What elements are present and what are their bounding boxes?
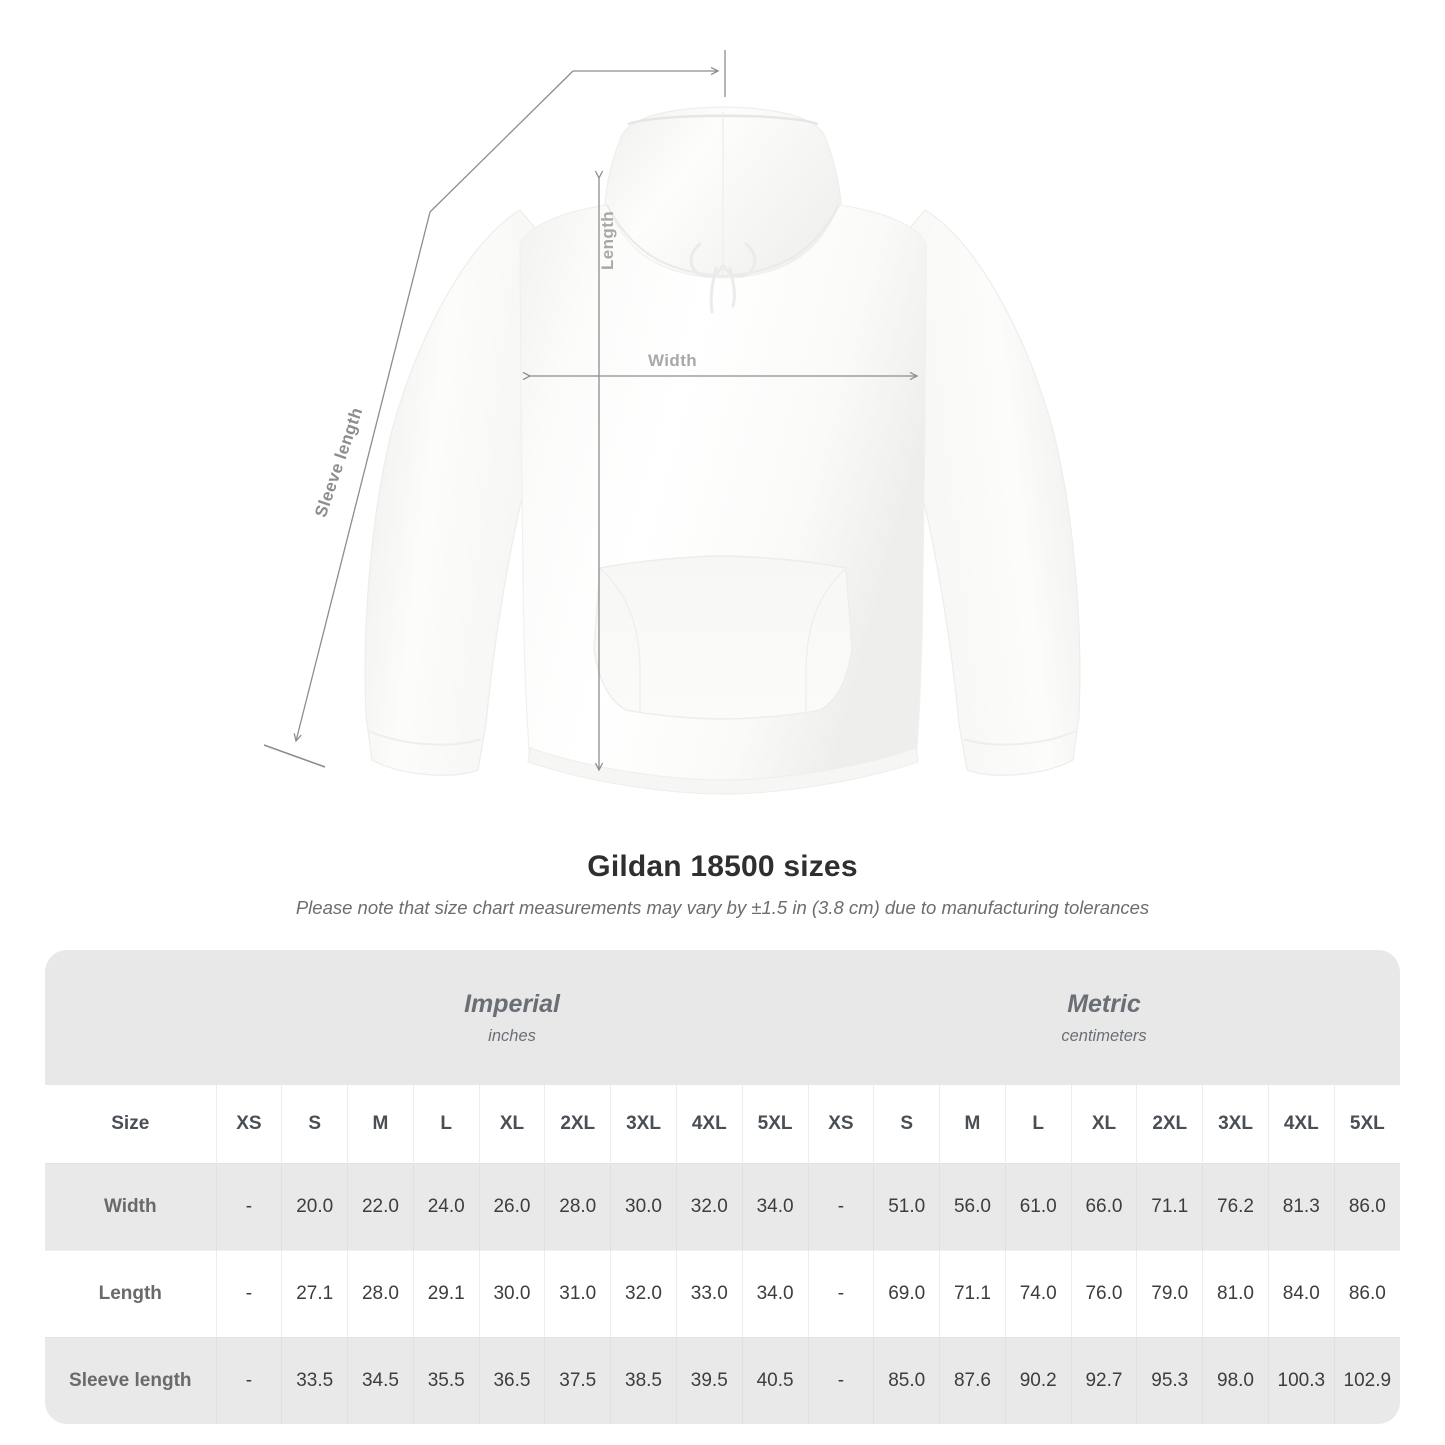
table-row: Sleeve length -33.5 34.5 35.5 36.5 37.5 38.5 39… xyxy=(45,1336,1400,1424)
size-table-container: Imperial inches Metric centimeters Size XS S M L… xyxy=(45,950,1400,1424)
cell-sleeve-length-imperial-4xl: 39.5 xyxy=(675,1336,743,1424)
cell-sleeve-length-imperial-5xl: 40.5 xyxy=(741,1336,809,1424)
size-header-metric-xl: XL xyxy=(1070,1085,1137,1163)
row-label-sleeve-length: Sleeve length xyxy=(45,1336,217,1424)
garment-illustration: Length Width Sleeve length xyxy=(263,50,1445,830)
size-header-imperial-xl: XL xyxy=(478,1085,545,1163)
sleeve-length-dimension xyxy=(263,50,726,768)
unit-group-metric: Metric centimeters xyxy=(808,950,1400,1085)
cell-length-imperial-xs: - xyxy=(215,1249,282,1337)
cell-width-imperial-s: 20.0 xyxy=(281,1162,348,1250)
unit-group-imperial: Imperial inches xyxy=(216,950,809,1085)
size-header-imperial-2xl: 2XL xyxy=(544,1085,611,1163)
size-header-metric-xs: XS xyxy=(807,1085,874,1163)
size-header-metric-s: S xyxy=(873,1085,940,1163)
size-header-metric-l: L xyxy=(1004,1085,1072,1163)
cell-width-imperial-l: 24.0 xyxy=(412,1162,480,1250)
size-header-imperial-m: M xyxy=(347,1085,414,1163)
cell-sleeve-length-metric-xs: - xyxy=(807,1336,874,1424)
cell-length-imperial-5xl: 34.0 xyxy=(741,1249,809,1337)
cell-width-metric-s: 51.0 xyxy=(873,1162,940,1250)
cell-length-imperial-2xl: 31.0 xyxy=(544,1249,611,1337)
cell-width-imperial-xs: - xyxy=(215,1162,282,1250)
cell-sleeve-length-metric-4xl: 100.3 xyxy=(1267,1336,1335,1424)
hoodie-graphic xyxy=(364,106,1081,795)
unit-group-title: Metric xyxy=(1067,990,1141,1019)
size-header-metric-4xl: 4XL xyxy=(1267,1085,1335,1163)
measurement-overlay xyxy=(263,50,1445,830)
row-label-length: Length xyxy=(45,1249,217,1337)
unit-group-subtitle: inches xyxy=(488,1026,536,1045)
size-table: Imperial inches Metric centimeters Size XS S M L… xyxy=(45,950,1400,1424)
cell-sleeve-length-imperial-xl: 36.5 xyxy=(478,1336,545,1424)
cell-sleeve-length-imperial-2xl: 37.5 xyxy=(544,1336,611,1424)
tolerance-note: Please note that size chart measurements… xyxy=(295,897,1150,918)
cell-length-imperial-xl: 30.0 xyxy=(478,1249,545,1337)
cell-width-metric-2xl: 71.1 xyxy=(1136,1162,1203,1250)
cell-width-imperial-xl: 26.0 xyxy=(478,1162,545,1250)
cell-length-imperial-s: 27.1 xyxy=(281,1249,348,1337)
cell-width-metric-3xl: 76.2 xyxy=(1202,1162,1269,1250)
cell-sleeve-length-metric-5xl: 102.9 xyxy=(1333,1336,1400,1424)
cell-width-imperial-2xl: 28.0 xyxy=(544,1162,611,1250)
row-label-width: Width xyxy=(45,1162,217,1250)
cell-sleeve-length-imperial-m: 34.5 xyxy=(347,1336,414,1424)
table-row: Width -20.0 22.0 24.0 26.0 28.0 30.0 32.0 34.0-5… xyxy=(45,1162,1400,1250)
cell-length-metric-m: 71.1 xyxy=(939,1249,1006,1337)
cell-length-metric-xl: 76.0 xyxy=(1070,1249,1137,1337)
page-title: Gildan 18500 sizes xyxy=(587,850,858,883)
cell-width-metric-m: 56.0 xyxy=(939,1162,1006,1250)
size-header-imperial-l: L xyxy=(412,1085,480,1163)
cell-sleeve-length-metric-3xl: 98.0 xyxy=(1202,1336,1269,1424)
cell-width-imperial-3xl: 30.0 xyxy=(610,1162,677,1250)
size-header-imperial-4xl: 4XL xyxy=(675,1085,743,1163)
unit-header-spacer xyxy=(45,950,217,1085)
size-header-metric-3xl: 3XL xyxy=(1202,1085,1269,1163)
cell-length-imperial-3xl: 32.0 xyxy=(610,1249,677,1337)
width-label: Width xyxy=(648,351,698,370)
cell-sleeve-length-imperial-3xl: 38.5 xyxy=(610,1336,677,1424)
cell-length-imperial-l: 29.1 xyxy=(412,1249,480,1337)
unit-group-subtitle: centimeters xyxy=(1061,1026,1147,1045)
cell-length-metric-4xl: 84.0 xyxy=(1267,1249,1335,1337)
cell-width-metric-l: 61.0 xyxy=(1004,1162,1072,1250)
cell-sleeve-length-imperial-s: 33.5 xyxy=(281,1336,348,1424)
cell-width-metric-5xl: 86.0 xyxy=(1333,1162,1400,1250)
size-header-row: Size XS S M L XL 2XL 3XL 4XL 5XL XS S M L XL 2XL 3XL 4XL 5… xyxy=(45,1085,1400,1163)
size-header-metric-2xl: 2XL xyxy=(1136,1085,1203,1163)
cell-width-metric-xs: - xyxy=(807,1162,874,1250)
cell-length-metric-xs: - xyxy=(807,1249,874,1337)
cell-length-metric-2xl: 79.0 xyxy=(1136,1249,1203,1337)
size-header-imperial-s: S xyxy=(281,1085,348,1163)
cell-width-imperial-4xl: 32.0 xyxy=(675,1162,743,1250)
cell-width-metric-xl: 66.0 xyxy=(1070,1162,1137,1250)
cell-length-metric-3xl: 81.0 xyxy=(1202,1249,1269,1337)
cell-length-imperial-m: 28.0 xyxy=(347,1249,414,1337)
cell-sleeve-length-metric-m: 87.6 xyxy=(939,1336,1006,1424)
cell-length-metric-l: 74.0 xyxy=(1004,1249,1072,1337)
unit-group-title: Imperial xyxy=(464,990,560,1019)
cell-sleeve-length-metric-l: 90.2 xyxy=(1004,1336,1072,1424)
size-header-metric-5xl: 5XL xyxy=(1333,1085,1400,1163)
cell-length-metric-s: 69.0 xyxy=(873,1249,940,1337)
table-row: Length -27.1 28.0 29.1 30.0 31.0 32.0 33.0 34.0-… xyxy=(45,1249,1400,1337)
cell-sleeve-length-imperial-xs: - xyxy=(215,1336,282,1424)
cell-sleeve-length-metric-2xl: 95.3 xyxy=(1136,1336,1203,1424)
cell-width-imperial-5xl: 34.0 xyxy=(741,1162,809,1250)
size-header-metric-m: M xyxy=(939,1085,1006,1163)
size-header-imperial-3xl: 3XL xyxy=(610,1085,677,1163)
size-column-header: Size xyxy=(45,1085,217,1163)
cell-sleeve-length-metric-s: 85.0 xyxy=(873,1336,940,1424)
size-header-imperial-5xl: 5XL xyxy=(741,1085,809,1163)
size-header-imperial-xs: XS xyxy=(215,1085,282,1163)
cell-width-imperial-m: 22.0 xyxy=(347,1162,414,1250)
unit-header-row: Imperial inches Metric centimeters xyxy=(45,950,1400,1085)
cell-sleeve-length-metric-xl: 92.7 xyxy=(1070,1336,1137,1424)
cell-length-imperial-4xl: 33.0 xyxy=(675,1249,743,1337)
length-label: Length xyxy=(598,210,617,270)
cell-length-metric-5xl: 86.0 xyxy=(1333,1249,1400,1337)
cell-sleeve-length-imperial-l: 35.5 xyxy=(412,1336,480,1424)
cell-width-metric-4xl: 81.3 xyxy=(1267,1162,1335,1250)
